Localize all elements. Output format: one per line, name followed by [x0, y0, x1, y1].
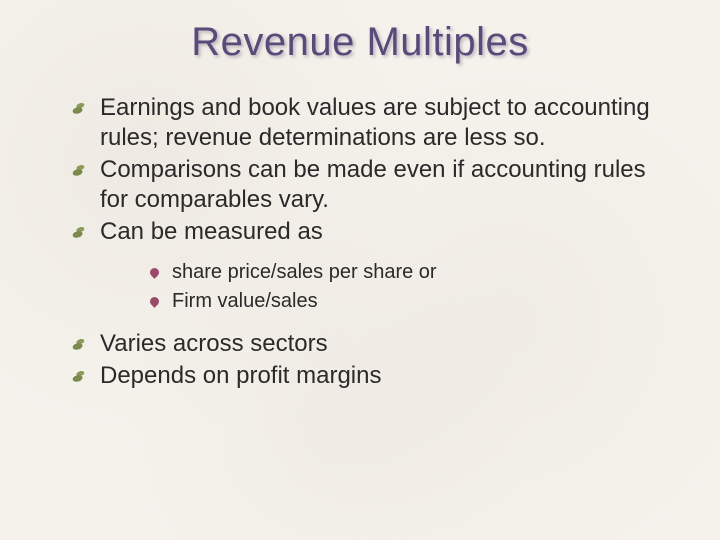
sub-bullet-text: share price/sales per share or [172, 261, 437, 283]
bullet-text: Earnings and book values are subject to … [100, 94, 650, 151]
sub-bullet-list: share price/sales per share or Firm valu… [100, 259, 660, 315]
sub-bullet-text: Firm value/sales [172, 290, 318, 312]
bullet-text: Depends on profit margins [100, 362, 381, 389]
slide: Revenue Multiples Earnings and book valu… [0, 0, 720, 540]
list-item: Earnings and book values are subject to … [70, 93, 660, 153]
bullet-text: Can be measured as [100, 218, 323, 245]
bullet-text: Varies across sectors [100, 330, 328, 357]
slide-title: Revenue Multiples [60, 20, 660, 65]
sub-list-item: Firm value/sales [150, 288, 660, 315]
bullet-text: Comparisons can be made even if accounti… [100, 156, 646, 213]
bullet-list: Earnings and book values are subject to … [60, 93, 660, 391]
list-item: Varies across sectors [70, 329, 660, 359]
sub-list-item: share price/sales per share or [150, 259, 660, 286]
list-item: Depends on profit margins [70, 361, 660, 391]
list-item: Comparisons can be made even if accounti… [70, 155, 660, 215]
list-item: Can be measured as share price/sales per… [70, 217, 660, 315]
